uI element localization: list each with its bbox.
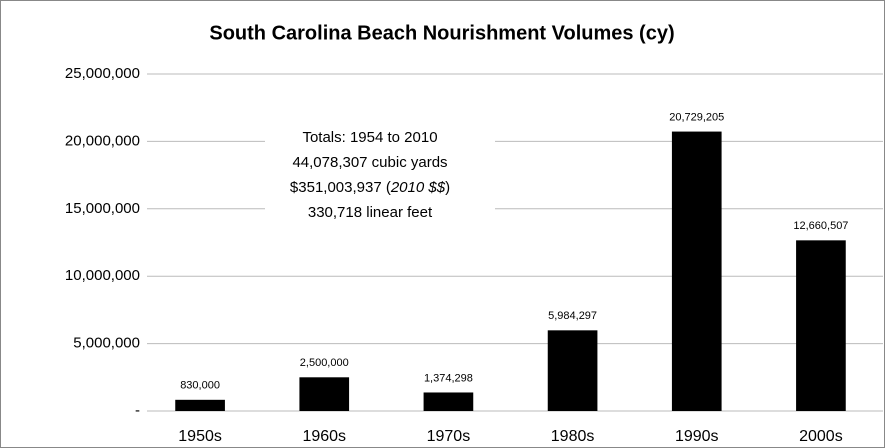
bar <box>671 131 722 411</box>
annotation-part: 2010 $$ <box>390 179 446 196</box>
annotation-line: $351,003,937 (2010 $$) <box>290 179 450 196</box>
x-tick-label: 1990s <box>675 428 719 445</box>
value-label: 1,374,298 <box>424 372 473 384</box>
y-tick-label: 10,000,000 <box>65 267 140 284</box>
bar <box>299 377 350 411</box>
bar <box>796 240 846 411</box>
y-tick-label: 15,000,000 <box>65 200 140 217</box>
bar <box>423 392 474 411</box>
annotation-line: 44,078,307 cubic yards <box>292 154 447 171</box>
y-tick-label: 20,000,000 <box>65 132 140 149</box>
bar <box>175 399 225 411</box>
y-tick-label: 25,000,000 <box>65 65 140 82</box>
y-tick-label: - <box>135 402 140 419</box>
value-label: 12,660,507 <box>793 220 848 232</box>
annotation-part: $351,003,937 ( <box>290 179 391 196</box>
chart-title: South Carolina Beach Nourishment Volumes… <box>209 22 674 44</box>
value-label: 2,500,000 <box>300 357 349 369</box>
bar <box>547 330 598 411</box>
value-label: 5,984,297 <box>548 310 597 322</box>
x-tick-label: 1980s <box>551 428 595 445</box>
annotation-box <box>265 124 495 228</box>
y-tick-label: 5,000,000 <box>73 335 140 352</box>
x-tick-label: 2000s <box>799 428 843 445</box>
annotation-line: Totals: 1954 to 2010 <box>302 129 437 146</box>
x-tick-label: 1950s <box>178 428 222 445</box>
annotation-part: ) <box>445 179 450 196</box>
x-tick-label: 1960s <box>302 428 346 445</box>
x-tick-label: 1970s <box>427 428 471 445</box>
value-label: 830,000 <box>180 380 220 392</box>
value-label: 20,729,205 <box>669 111 724 123</box>
annotation-line: 330,718 linear feet <box>308 204 433 221</box>
